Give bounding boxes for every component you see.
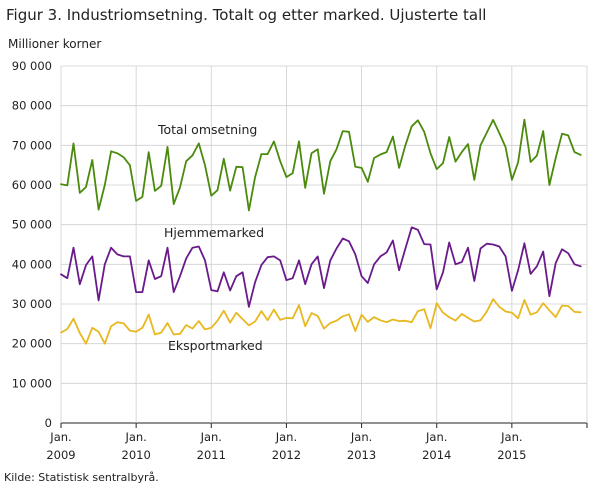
y-tick-label: 10 000 (12, 376, 52, 390)
series-line-total-omsetning (60, 118, 582, 212)
y-tick-label: 90 000 (12, 59, 52, 73)
x-tick-label-month: Jan. (425, 430, 447, 444)
x-tick-label-year: 2012 (272, 448, 301, 462)
x-tick-label-month: Jan. (200, 430, 222, 444)
y-tick-label: 20 000 (12, 337, 52, 351)
x-tick-label-month: Jan. (49, 430, 71, 444)
y-tick-label: 70 000 (12, 138, 52, 152)
annotation-eksportmarked: Eksportmarked (168, 338, 263, 353)
x-tick-label-month: Jan. (500, 430, 522, 444)
y-tick-label: 50 000 (12, 218, 52, 232)
series-line-eksportmarked (60, 298, 582, 345)
annotation-total-omsetning: Total omsetning (157, 122, 257, 137)
chart-title: Figur 3. Industriomsetning. Totalt og et… (6, 6, 487, 24)
y-axis-ticks: 0 10 000 20 000 30 000 40 000 50 000 60 000 70 … (12, 59, 52, 430)
grid-lines (60, 65, 588, 424)
series-lines (60, 118, 582, 345)
x-tick-label-year: 2013 (347, 448, 376, 462)
x-tick-label-year: 2015 (497, 448, 526, 462)
x-tick-label-year: 2009 (46, 448, 75, 462)
annotation-hjemmemarked: Hjemmemarked (164, 225, 264, 240)
y-tick-label: 60 000 (12, 178, 52, 192)
x-tick-label-month: Jan. (275, 430, 297, 444)
series-line-hjemmemarked (60, 226, 582, 308)
y-tick-label: 30 000 (12, 297, 52, 311)
y-tick-label: 80 000 (12, 99, 52, 113)
x-tick-label-month: Jan. (124, 430, 146, 444)
y-tick-label: 40 000 (12, 257, 52, 271)
x-tick-label-year: 2010 (122, 448, 151, 462)
x-tick-label-month: Jan. (350, 430, 372, 444)
series-annotations: Total omsetning Hjemmemarked Eksportmarked (157, 122, 264, 353)
x-axis-ticks: Jan. 2009 Jan. 2010 Jan. 2011 Jan. 2012 Jan. 2013… (46, 423, 588, 462)
source-note: Kilde: Statistisk sentralbyrå. (4, 471, 159, 484)
y-tick-label: 0 (45, 416, 52, 430)
x-tick-label-year: 2011 (197, 448, 226, 462)
x-tick-label-year: 2014 (422, 448, 451, 462)
y-axis-label: Millioner korner (8, 37, 102, 51)
